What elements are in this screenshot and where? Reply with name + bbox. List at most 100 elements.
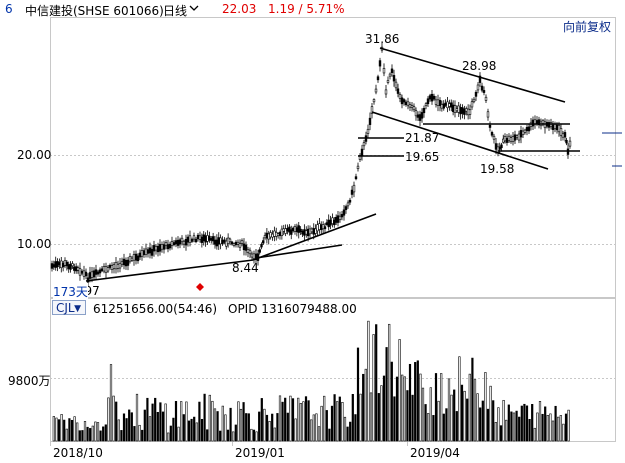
candle-body (280, 228, 284, 237)
candle-body (188, 235, 192, 243)
candle-body (88, 272, 92, 279)
candle-body (356, 165, 360, 170)
candle-body (555, 124, 559, 131)
candle-body (505, 138, 509, 143)
candle-body (336, 215, 340, 223)
candle-body (82, 270, 86, 277)
volume-bar (408, 363, 412, 442)
candle-body (110, 265, 114, 271)
candle-body (327, 219, 330, 228)
candle-body (240, 240, 244, 244)
volume-bar (141, 429, 144, 442)
volume-bar (338, 396, 341, 442)
candle-body (455, 108, 459, 112)
volume-bar (213, 408, 217, 442)
candle-body (392, 75, 396, 82)
candle-body (58, 262, 61, 265)
candle-body (513, 134, 517, 141)
x-axis-date-3: 2019/04 (410, 446, 460, 460)
volume-bar (317, 426, 321, 442)
volume-bar (492, 400, 495, 442)
candle-body (73, 266, 76, 271)
volume-bar (211, 400, 214, 442)
volume-bar (107, 397, 110, 442)
candle-body (305, 230, 308, 235)
volume-bar (528, 419, 531, 442)
candle-body (426, 98, 430, 105)
candle-body (412, 106, 416, 111)
days-counter-label: 173天 (53, 283, 88, 300)
volume-bar (375, 324, 378, 442)
candle-body (418, 114, 422, 121)
volume-bar (187, 420, 191, 442)
volume-bar (125, 418, 128, 442)
volume-bar (515, 410, 518, 442)
volume-bar (364, 368, 367, 442)
volume-bar (440, 373, 443, 442)
candle-body (404, 101, 408, 106)
candle-body (96, 271, 100, 275)
volume-bar (250, 428, 253, 442)
period-selector[interactable]: 日线 (163, 4, 188, 18)
annotation-support-upper: 21.87 (405, 131, 440, 145)
candle-body (290, 229, 293, 235)
volume-bar (284, 397, 287, 442)
restore-adjust-button[interactable]: 向前复权 (563, 20, 612, 34)
volume-bar (130, 412, 133, 442)
volume-bar (481, 400, 484, 442)
candle-body (217, 237, 220, 245)
volume-bar (453, 389, 456, 442)
candle-body (451, 104, 455, 112)
volume-bar (523, 403, 526, 442)
annotation-high-1: 31.86 (365, 32, 400, 46)
candle-body (164, 242, 168, 246)
candle-body (174, 240, 178, 245)
volume-bar (234, 424, 237, 442)
grid-lines (50, 17, 616, 446)
candle-body (180, 237, 184, 243)
candle-body (160, 244, 164, 250)
volume-bar (525, 405, 529, 442)
candle-body (323, 226, 327, 230)
volume-bar (351, 393, 354, 442)
volume-bar (164, 403, 167, 442)
candle-body (124, 260, 128, 267)
chevron-down-icon[interactable] (189, 3, 199, 13)
volume-bar (424, 404, 427, 442)
volume-bar (174, 401, 178, 442)
candle-body (484, 96, 488, 101)
price-series (50, 42, 572, 287)
volume-bar (502, 399, 505, 442)
annotation-support-lower: 19.65 (405, 150, 440, 164)
volume-bar (226, 429, 230, 442)
trend-line-flat (255, 244, 343, 259)
indicator-selector[interactable]: CJL ▼ (52, 300, 86, 315)
candle-body (162, 244, 166, 250)
volume-bar (505, 419, 508, 442)
volume-bar (167, 432, 170, 442)
volume-bar (260, 398, 263, 442)
candle-body (166, 244, 170, 250)
volume-bar (333, 394, 336, 442)
candle-body (442, 103, 445, 109)
volume-bar (564, 413, 568, 442)
annotation-low-right: 19.58 (480, 162, 515, 176)
candle-body (459, 107, 462, 115)
candle-body (342, 209, 346, 216)
candle-body (260, 243, 263, 248)
candle-body (295, 227, 299, 232)
volume-bar (203, 393, 206, 442)
annotation-high-2: 28.98 (462, 59, 497, 73)
candle-body (236, 241, 240, 245)
candle-body (238, 243, 242, 248)
candle-body (515, 135, 519, 138)
volume-bar (302, 401, 305, 442)
volume-bar (60, 414, 63, 442)
candle-body (108, 264, 112, 268)
volume-bar (109, 364, 113, 442)
candle-body (368, 117, 372, 125)
candle-body (517, 133, 521, 141)
annotation-low-mid: 8.44 (232, 261, 259, 275)
chevron-down-icon: ▼ (74, 304, 81, 314)
